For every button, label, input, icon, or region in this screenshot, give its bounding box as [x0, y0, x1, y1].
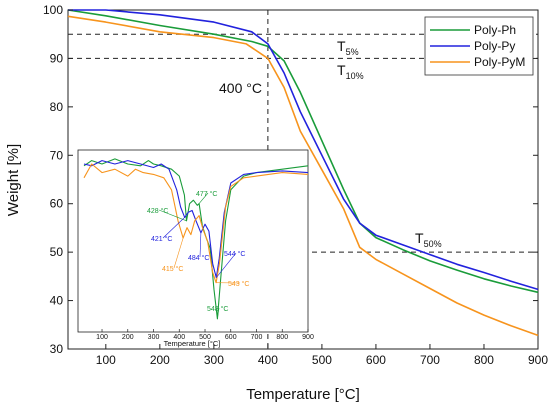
- inset-annotation-leader: [173, 237, 184, 269]
- inset-annotation-leader: [162, 217, 185, 239]
- inset-annotation-label: 484 °C: [188, 254, 209, 262]
- inset-annotation-leader: [217, 307, 220, 319]
- t10-label: T10%: [337, 62, 364, 81]
- inset-x-tick-label: 900: [302, 334, 314, 341]
- x-tick-label: 400: [258, 353, 278, 367]
- y-axis-title: Weight [%]: [5, 144, 22, 216]
- inset-annotation-label: 477 °C: [196, 190, 217, 198]
- y-tick-label: 70: [50, 148, 64, 162]
- inset-x-tick-label: 700: [251, 334, 263, 341]
- inset-annotation-label: 428 °C: [147, 207, 168, 215]
- vertical-line-label: 400 °C: [219, 80, 262, 96]
- inset-frame: [77, 149, 309, 333]
- inset-annotations: 428 °C 477 °C 421 °C 484 °C 544 °C 415 °C 543 …: [147, 190, 249, 319]
- inset-series-line-poly-py: [83, 160, 309, 279]
- inset-annotation-leader: [199, 232, 202, 258]
- y-tick-label: 90: [50, 51, 64, 65]
- legend-label-poly-ph: Poly-Ph: [474, 23, 516, 37]
- x-tick-label: 200: [150, 353, 170, 367]
- x-tick-label: 600: [366, 353, 386, 367]
- x-axis-title: Temperature [°C]: [246, 386, 360, 403]
- series-line-poly-py: [68, 9, 539, 291]
- x-tick-label: 700: [420, 353, 440, 367]
- t50-label: T50%: [415, 230, 442, 249]
- y-tick-label: 50: [50, 245, 64, 259]
- main-series-group: [67, 9, 539, 337]
- y-tick-label: 40: [50, 294, 64, 308]
- inset-axis-ticks: 100 200 300 400 500 600 700 800 900: [96, 329, 314, 341]
- main-axis-ticks: 100 200 300 400 500 600 700 800 900 30 40 50 60 70 80 9…: [43, 3, 548, 367]
- series-line-poly-pym: [67, 15, 539, 337]
- inset-series-line-poly-ph: [83, 158, 309, 320]
- inset-x-tick-label: 100: [96, 334, 108, 341]
- inset-x-tick-label: 500: [199, 334, 211, 341]
- inset-annotation-label: 415 °C: [162, 265, 183, 273]
- inset-x-axis-title: Temperature [°C]: [164, 339, 221, 348]
- x-tick-label: 500: [312, 353, 332, 367]
- y-tick-label: 30: [50, 342, 64, 356]
- y-tick-label: 100: [43, 3, 63, 17]
- inset-annotation-leader: [158, 209, 187, 222]
- inset-series-line-poly-pym: [83, 163, 309, 284]
- inset-annotation-label: 543 °C: [228, 280, 249, 288]
- legend-label-poly-pym: Poly-PyM: [474, 55, 525, 69]
- x-tick-label: 800: [474, 353, 494, 367]
- legend-label-poly-py: Poly-Py: [474, 39, 515, 53]
- y-tick-label: 80: [50, 100, 64, 114]
- inset-series-group: [83, 158, 309, 320]
- inset-x-tick-label: 200: [122, 334, 134, 341]
- legend: Poly-Ph Poly-Py Poly-PyM: [424, 16, 534, 76]
- inset-x-tick-label: 800: [276, 334, 288, 341]
- x-tick-label: 300: [204, 353, 224, 367]
- x-tick-label: 100: [96, 353, 116, 367]
- y-tick-label: 60: [50, 197, 64, 211]
- inset-annotation-leader: [198, 192, 209, 204]
- inset-annotation-label: 544 °C: [224, 250, 245, 258]
- x-tick-label: 900: [528, 353, 548, 367]
- inset-annotation-label: 421 °C: [151, 235, 172, 243]
- inset-x-tick-label: 400: [173, 334, 185, 341]
- inset-annotation-label: 548 °C: [207, 305, 228, 313]
- inset-x-tick-label: 300: [148, 334, 160, 341]
- t5-label: T5%: [337, 38, 359, 57]
- inset-annotation-leader: [216, 252, 237, 278]
- inset-x-tick-label: 600: [225, 334, 237, 341]
- inset-dtg-plot: 100 200 300 400 500 600 700 800 900 428 °C 477 °C…: [77, 149, 314, 348]
- series-line-poly-ph: [67, 9, 539, 294]
